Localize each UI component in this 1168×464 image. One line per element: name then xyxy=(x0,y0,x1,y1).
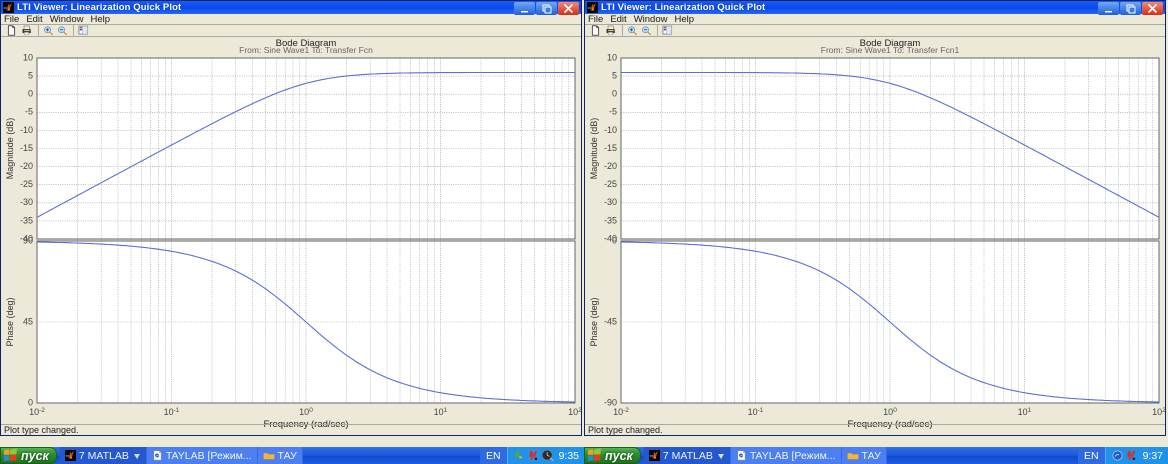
svg-text:10-2: 10-2 xyxy=(29,407,45,418)
svg-text:10-1: 10-1 xyxy=(748,407,764,418)
svg-text:10-1: 10-1 xyxy=(164,407,180,418)
svg-text:Magnitude (dB): Magnitude (dB) xyxy=(589,118,599,180)
svg-text:Phase (deg): Phase (deg) xyxy=(589,297,599,346)
svg-text:-15: -15 xyxy=(20,143,33,153)
svg-text:-30: -30 xyxy=(20,197,33,207)
svg-text:-20: -20 xyxy=(20,161,33,171)
svg-text:-30: -30 xyxy=(604,197,617,207)
svg-text:90: 90 xyxy=(23,235,33,245)
svg-text:102: 102 xyxy=(568,407,582,418)
svg-text:-25: -25 xyxy=(20,179,33,189)
svg-text:102: 102 xyxy=(1152,407,1166,418)
svg-text:101: 101 xyxy=(434,407,448,418)
svg-text:-20: -20 xyxy=(604,161,617,171)
svg-text:Phase (deg): Phase (deg) xyxy=(5,297,15,346)
svg-text:-35: -35 xyxy=(20,215,33,225)
svg-text:-45: -45 xyxy=(604,316,617,326)
svg-text:From: Sine Wave1 To: Transfe: From: Sine Wave1 To: Transfer Fcn xyxy=(239,45,373,55)
svg-text:0: 0 xyxy=(612,89,617,99)
svg-text:-15: -15 xyxy=(604,143,617,153)
svg-text:10: 10 xyxy=(23,52,33,62)
svg-text:Magnitude (dB): Magnitude (dB) xyxy=(5,118,15,180)
svg-text:0: 0 xyxy=(612,235,617,245)
svg-text:5: 5 xyxy=(28,70,33,80)
svg-text:10: 10 xyxy=(607,52,617,62)
svg-text:From: Sine Wave1 To: Transfe: From: Sine Wave1 To: Transfer Fcn1 xyxy=(821,45,960,55)
svg-text:-90: -90 xyxy=(604,397,617,407)
svg-text:45: 45 xyxy=(23,316,33,326)
svg-text:5: 5 xyxy=(612,70,617,80)
svg-text:100: 100 xyxy=(299,407,313,418)
svg-text:10-2: 10-2 xyxy=(613,407,629,418)
svg-text:-25: -25 xyxy=(604,179,617,189)
svg-text:-5: -5 xyxy=(609,107,617,117)
svg-text:101: 101 xyxy=(1018,407,1032,418)
svg-text:-5: -5 xyxy=(25,107,33,117)
svg-text:-10: -10 xyxy=(20,125,33,135)
svg-text:-35: -35 xyxy=(604,215,617,225)
svg-text:0: 0 xyxy=(28,89,33,99)
svg-text:100: 100 xyxy=(883,407,897,418)
svg-text:-10: -10 xyxy=(604,125,617,135)
svg-text:0: 0 xyxy=(28,397,33,407)
